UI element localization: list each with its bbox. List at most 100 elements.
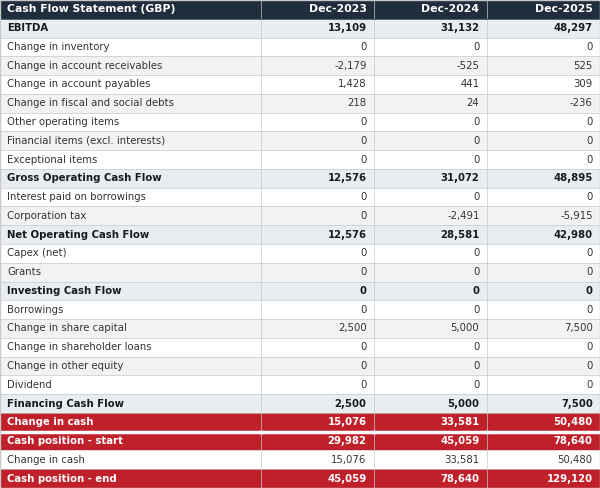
Bar bbox=[374, 413, 487, 432]
Text: 5,000: 5,000 bbox=[448, 399, 479, 408]
Bar bbox=[261, 432, 374, 450]
Text: Dividend: Dividend bbox=[7, 380, 52, 390]
Bar bbox=[0, 338, 261, 357]
Text: 48,297: 48,297 bbox=[554, 23, 593, 33]
Text: 0: 0 bbox=[473, 361, 479, 371]
Text: 7,500: 7,500 bbox=[561, 399, 593, 408]
Text: 0: 0 bbox=[586, 117, 593, 127]
Bar bbox=[261, 469, 374, 488]
Text: 50,480: 50,480 bbox=[557, 455, 593, 465]
Text: 525: 525 bbox=[574, 61, 593, 71]
Text: 78,640: 78,640 bbox=[554, 436, 593, 446]
Bar bbox=[487, 244, 600, 263]
Bar bbox=[0, 56, 261, 75]
Text: Grants: Grants bbox=[7, 267, 41, 277]
Text: Cash position - end: Cash position - end bbox=[7, 474, 117, 484]
Text: Other operating items: Other operating items bbox=[7, 117, 119, 127]
Text: 0: 0 bbox=[360, 248, 367, 258]
Text: 0: 0 bbox=[586, 380, 593, 390]
Text: 0: 0 bbox=[586, 305, 593, 315]
Bar bbox=[374, 282, 487, 300]
Bar bbox=[487, 75, 600, 94]
Bar bbox=[0, 206, 261, 225]
Bar bbox=[487, 282, 600, 300]
Bar bbox=[0, 282, 261, 300]
Text: 441: 441 bbox=[460, 80, 479, 89]
Text: 0: 0 bbox=[586, 286, 593, 296]
Text: Financial items (excl. interests): Financial items (excl. interests) bbox=[7, 136, 166, 146]
Text: -525: -525 bbox=[457, 61, 479, 71]
Bar bbox=[0, 169, 261, 188]
Bar bbox=[261, 38, 374, 56]
Bar bbox=[487, 300, 600, 319]
Text: 1,428: 1,428 bbox=[338, 80, 367, 89]
Bar bbox=[0, 188, 261, 206]
Bar bbox=[0, 38, 261, 56]
Bar bbox=[487, 375, 600, 394]
Bar bbox=[487, 432, 600, 450]
Text: Net Operating Cash Flow: Net Operating Cash Flow bbox=[7, 230, 149, 240]
Bar bbox=[487, 19, 600, 38]
Bar bbox=[374, 206, 487, 225]
Bar bbox=[374, 225, 487, 244]
Bar bbox=[374, 394, 487, 413]
Text: 0: 0 bbox=[473, 248, 479, 258]
Bar bbox=[487, 263, 600, 282]
Bar bbox=[374, 188, 487, 206]
Text: 15,076: 15,076 bbox=[331, 455, 367, 465]
Bar bbox=[0, 300, 261, 319]
Text: 0: 0 bbox=[586, 342, 593, 352]
Bar bbox=[374, 131, 487, 150]
Text: 0: 0 bbox=[473, 342, 479, 352]
Bar bbox=[374, 38, 487, 56]
Text: Gross Operating Cash Flow: Gross Operating Cash Flow bbox=[7, 173, 162, 183]
Text: Change in cash: Change in cash bbox=[7, 455, 85, 465]
Bar bbox=[261, 263, 374, 282]
Bar bbox=[374, 469, 487, 488]
Bar bbox=[261, 206, 374, 225]
Bar bbox=[487, 413, 600, 432]
Bar bbox=[0, 469, 261, 488]
Bar bbox=[487, 150, 600, 169]
Text: 5,000: 5,000 bbox=[451, 324, 479, 333]
Bar bbox=[487, 225, 600, 244]
Bar bbox=[261, 300, 374, 319]
Text: 0: 0 bbox=[360, 361, 367, 371]
Bar bbox=[261, 19, 374, 38]
Text: 31,132: 31,132 bbox=[440, 23, 479, 33]
Text: -5,915: -5,915 bbox=[560, 211, 593, 221]
Text: 0: 0 bbox=[473, 117, 479, 127]
Bar bbox=[374, 300, 487, 319]
Bar bbox=[487, 469, 600, 488]
Bar bbox=[261, 94, 374, 113]
Text: 13,109: 13,109 bbox=[328, 23, 367, 33]
Text: 0: 0 bbox=[473, 42, 479, 52]
Bar bbox=[261, 150, 374, 169]
Text: 33,581: 33,581 bbox=[444, 455, 479, 465]
Text: Change in inventory: Change in inventory bbox=[7, 42, 110, 52]
Text: 12,576: 12,576 bbox=[328, 173, 367, 183]
Text: 0: 0 bbox=[360, 155, 367, 164]
Bar bbox=[0, 394, 261, 413]
Text: EBITDA: EBITDA bbox=[7, 23, 49, 33]
Text: 2,500: 2,500 bbox=[335, 399, 367, 408]
Bar bbox=[374, 0, 487, 19]
Text: 7,500: 7,500 bbox=[564, 324, 593, 333]
Text: Borrowings: Borrowings bbox=[7, 305, 64, 315]
Text: Corporation tax: Corporation tax bbox=[7, 211, 86, 221]
Text: Cash position - start: Cash position - start bbox=[7, 436, 123, 446]
Bar bbox=[0, 131, 261, 150]
Bar bbox=[487, 38, 600, 56]
Text: 0: 0 bbox=[586, 248, 593, 258]
Text: 0: 0 bbox=[360, 267, 367, 277]
Bar bbox=[487, 394, 600, 413]
Bar bbox=[261, 375, 374, 394]
Text: 0: 0 bbox=[586, 192, 593, 202]
Text: 48,895: 48,895 bbox=[553, 173, 593, 183]
Bar bbox=[261, 169, 374, 188]
Text: 0: 0 bbox=[360, 42, 367, 52]
Text: 0: 0 bbox=[472, 286, 479, 296]
Text: 0: 0 bbox=[360, 192, 367, 202]
Text: Dec-2023: Dec-2023 bbox=[308, 4, 367, 14]
Text: 309: 309 bbox=[574, 80, 593, 89]
